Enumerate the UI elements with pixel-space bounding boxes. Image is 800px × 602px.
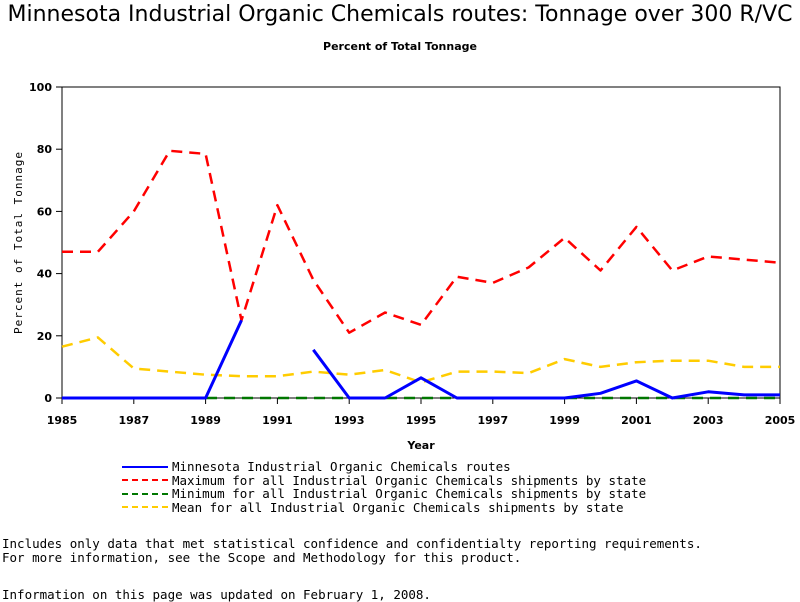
series-line-1 xyxy=(312,348,780,400)
series-line-1 xyxy=(62,319,243,400)
legend-label: Minimum for all Industrial Organic Chemi… xyxy=(172,486,647,501)
plot-frame xyxy=(61,86,781,399)
y-tick-label: 0 xyxy=(44,392,52,405)
series-line-2 xyxy=(62,149,781,334)
legend-swatch xyxy=(122,465,168,468)
y-tick-label: 100 xyxy=(29,81,52,94)
legend-label: Minnesota Industrial Organic Chemicals r… xyxy=(172,459,511,474)
chart-subtitle: Percent of Total Tonnage xyxy=(323,40,477,53)
x-tick-label: 1991 xyxy=(262,414,293,427)
legend-swatch xyxy=(122,506,168,509)
x-tick-label: 2003 xyxy=(693,414,724,427)
x-tick-label: 1993 xyxy=(334,414,365,427)
line-chart: 0 20 40 60 80 100 1985 1987 1989 1991 1993 1995 1997… xyxy=(12,81,796,452)
y-tick-label: 20 xyxy=(37,330,53,343)
chart-title: Minnesota Industrial Organic Chemicals r… xyxy=(7,2,793,27)
footnote-methodology: For more information, see the Scope and … xyxy=(2,550,522,565)
x-tick-label: 2005 xyxy=(765,414,796,427)
x-tick-label: 1985 xyxy=(47,414,78,427)
x-tick-label: 1995 xyxy=(406,414,437,427)
y-tick-label: 80 xyxy=(37,143,53,156)
footnote-updated: Information on this page was updated on … xyxy=(2,587,431,602)
y-axis-label: Percent of Total Tonnage xyxy=(12,151,25,334)
legend-entry: Maximum for all Industrial Organic Chemi… xyxy=(122,472,647,488)
x-tick-label: 1997 xyxy=(477,414,508,427)
legend-swatch xyxy=(122,492,168,495)
legend-swatch xyxy=(122,479,168,482)
chart-legend: Minnesota Industrial Organic Chemicals r… xyxy=(122,460,646,514)
legend-label: Mean for all Industrial Organic Chemical… xyxy=(172,499,624,515)
legend-label: Maximum for all Industrial Organic Chemi… xyxy=(172,472,647,488)
footnote-confidence: Includes only data that met statistical … xyxy=(2,536,702,551)
series-line-4 xyxy=(61,336,780,384)
x-tick-label: 1989 xyxy=(190,414,221,427)
legend-entry: Mean for all Industrial Organic Chemical… xyxy=(122,499,646,515)
legend-entry: Minnesota Industrial Organic Chemicals r… xyxy=(122,460,646,474)
x-tick-label: 2001 xyxy=(621,414,652,427)
x-axis-label: Year xyxy=(406,439,435,452)
x-tick-label: 1999 xyxy=(549,414,580,427)
legend-entry: Minimum for all Industrial Organic Chemi… xyxy=(122,487,646,501)
y-tick-label: 40 xyxy=(37,268,53,281)
x-tick-label: 1987 xyxy=(118,414,149,427)
y-tick-label: 60 xyxy=(37,205,53,218)
